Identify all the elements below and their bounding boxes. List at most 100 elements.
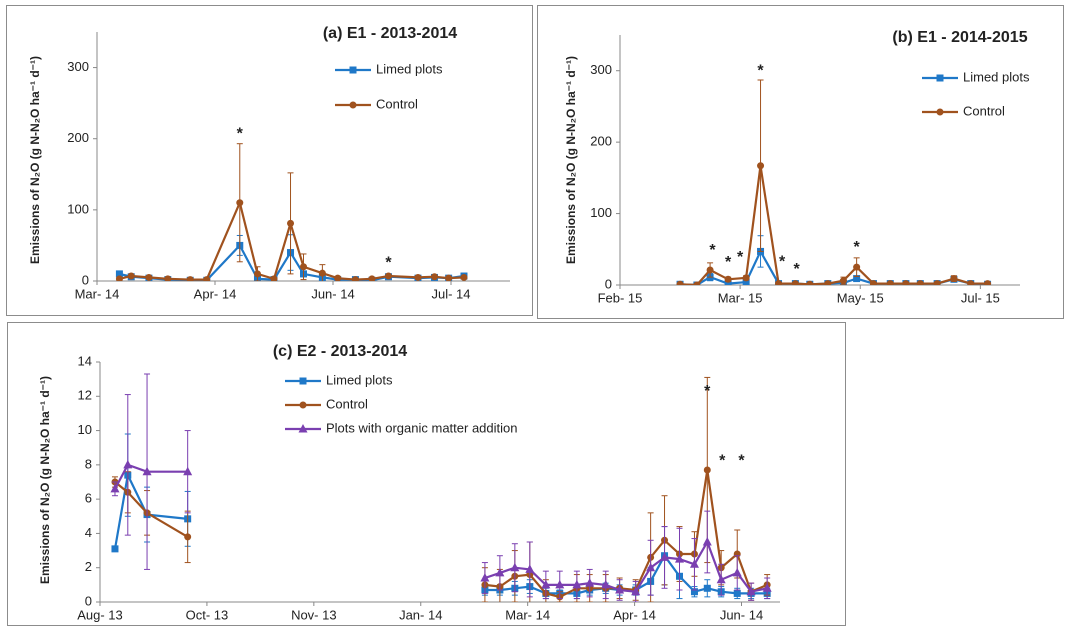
series-line <box>119 199 465 281</box>
y-tick-label: 0 <box>82 272 89 287</box>
y-tick-label: 300 <box>590 62 612 77</box>
marker <box>300 263 307 271</box>
y-tick-label: 100 <box>67 201 89 216</box>
marker <box>660 552 670 561</box>
y-tick-label: 10 <box>78 422 92 437</box>
marker <box>164 275 172 281</box>
marker <box>902 280 910 285</box>
marker <box>631 586 641 596</box>
marker <box>349 101 357 109</box>
marker <box>541 579 551 589</box>
plot <box>110 373 772 602</box>
marker <box>145 273 153 281</box>
marker <box>869 280 877 285</box>
x-tick-label: Mar- 14 <box>75 286 120 301</box>
annotation: * <box>757 63 764 80</box>
chart-title: (b) E1 - 2014-2015 <box>892 29 1027 46</box>
panel-frame <box>7 322 846 626</box>
marker <box>676 280 684 285</box>
marker <box>703 584 711 592</box>
legend-label: Limed plots <box>963 69 1030 84</box>
marker <box>115 270 123 278</box>
y-tick-label: 300 <box>67 59 89 74</box>
series-line <box>114 463 768 593</box>
marker <box>724 275 732 283</box>
y-tick-label: 100 <box>590 205 612 220</box>
marker <box>186 276 194 281</box>
marker <box>334 274 342 281</box>
marker <box>733 589 741 597</box>
x-tick-label: Apr- 14 <box>613 607 656 622</box>
marker <box>742 278 750 285</box>
marker <box>646 562 656 572</box>
marker <box>430 273 438 281</box>
marker <box>674 554 684 563</box>
marker <box>555 579 565 589</box>
y-axis-label: Emissions of N₂O (g N-N₂O ha⁻¹ d⁻¹) <box>28 56 42 264</box>
legend-label: Control <box>376 96 418 111</box>
x-tick-label: Mar- 15 <box>718 290 763 305</box>
marker <box>236 199 244 207</box>
marker <box>689 559 699 568</box>
marker <box>693 281 701 285</box>
marker <box>601 579 611 589</box>
marker <box>351 276 359 281</box>
marker <box>142 466 152 476</box>
annotation: * <box>725 254 732 271</box>
marker <box>253 270 261 278</box>
y-tick-label: 4 <box>85 525 92 540</box>
marker <box>203 276 211 281</box>
marker <box>349 66 357 74</box>
marker <box>824 280 832 285</box>
marker <box>111 545 119 553</box>
x-tick-label: Jun- 14 <box>311 286 354 301</box>
y-axis-label: Emissions of N₂O (g N-N₂O ha⁻¹ d⁻¹) <box>564 56 578 264</box>
plot <box>115 143 468 281</box>
x-tick-label: Jun- 14 <box>720 607 763 622</box>
annotation: * <box>854 239 861 256</box>
marker <box>368 275 376 281</box>
legend-label: Limed plots <box>326 372 393 387</box>
marker <box>123 459 133 469</box>
x-tick-label: Jan- 14 <box>399 607 442 622</box>
marker <box>110 483 120 493</box>
annotation: * <box>793 261 800 278</box>
marker <box>984 280 992 285</box>
marker <box>933 280 941 285</box>
marker <box>853 275 861 283</box>
marker <box>950 275 958 283</box>
x-tick-label: Mar- 14 <box>505 607 550 622</box>
marker <box>287 219 295 227</box>
x-tick-label: Jul- 15 <box>961 290 1000 305</box>
marker <box>480 573 490 582</box>
marker <box>742 274 750 282</box>
y-tick-label: 14 <box>78 353 92 368</box>
legend-label: Control <box>963 103 1005 118</box>
x-tick-label: Apr- 14 <box>194 286 237 301</box>
legend-label: Plots with organic matter addition <box>326 420 517 435</box>
y-tick-label: 6 <box>85 491 92 506</box>
y-tick-label: 200 <box>67 130 89 145</box>
x-tick-label: May- 15 <box>837 290 884 305</box>
marker <box>270 275 278 281</box>
annotation: * <box>709 242 716 259</box>
chart-title: (a) E1 - 2013-2014 <box>323 25 457 42</box>
marker <box>615 585 625 594</box>
chart-title: (c) E2 - 2013-2014 <box>273 343 407 360</box>
marker <box>183 466 193 476</box>
marker <box>839 277 847 285</box>
marker <box>716 574 726 584</box>
marker <box>886 280 894 285</box>
marker <box>690 588 698 596</box>
plot <box>676 79 992 285</box>
y-axis-label: Emissions of N₂O (g N-N₂O ha⁻¹ d⁻¹) <box>38 376 52 584</box>
x-tick-label: Jul- 14 <box>431 286 470 301</box>
marker <box>460 273 468 281</box>
marker <box>806 280 814 285</box>
marker <box>384 272 392 280</box>
marker <box>299 401 307 409</box>
marker <box>572 579 582 589</box>
marker <box>445 274 453 281</box>
marker <box>510 562 520 572</box>
marker <box>757 162 765 170</box>
